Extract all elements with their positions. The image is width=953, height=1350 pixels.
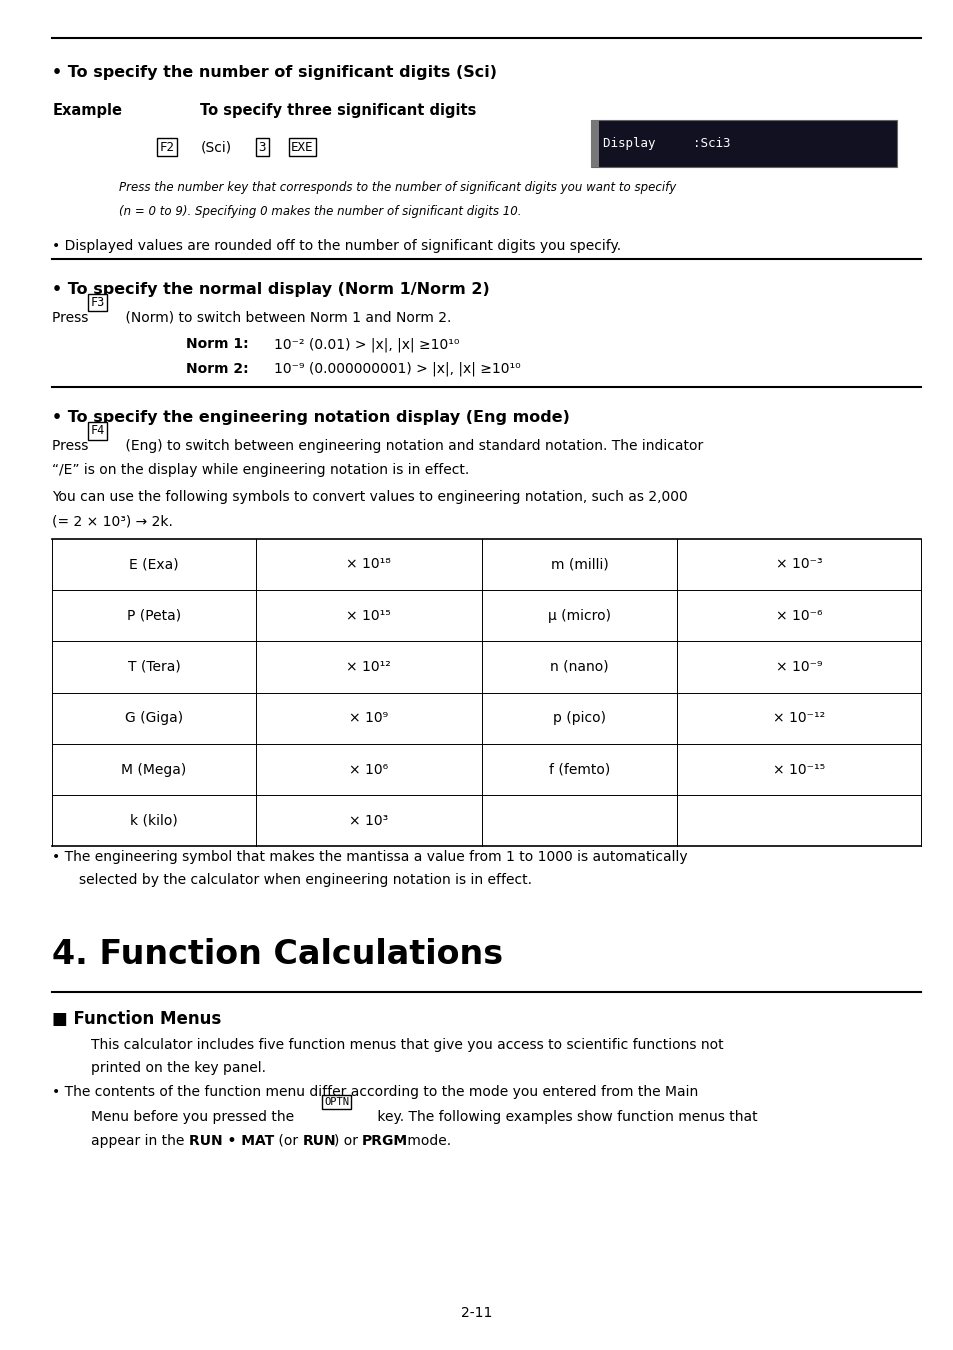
Text: RUN: RUN bbox=[302, 1134, 335, 1148]
Text: G (Giga): G (Giga) bbox=[125, 711, 183, 725]
Text: selected by the calculator when engineering notation is in effect.: selected by the calculator when engineer… bbox=[79, 873, 532, 887]
Text: ■ Function Menus: ■ Function Menus bbox=[52, 1010, 221, 1027]
Text: × 10⁹: × 10⁹ bbox=[349, 711, 388, 725]
Text: × 10¹⁵: × 10¹⁵ bbox=[346, 609, 391, 622]
Text: • To specify the engineering notation display (Eng mode): • To specify the engineering notation di… bbox=[52, 410, 570, 425]
Text: “/E” is on the display while engineering notation is in effect.: “/E” is on the display while engineering… bbox=[52, 463, 469, 477]
Text: • Displayed values are rounded off to the number of significant digits you speci: • Displayed values are rounded off to th… bbox=[52, 239, 621, 252]
Text: appear in the: appear in the bbox=[91, 1134, 188, 1148]
Text: n (nano): n (nano) bbox=[550, 660, 608, 674]
Text: • The engineering symbol that makes the mantissa a value from 1 to 1000 is autom: • The engineering symbol that makes the … bbox=[52, 850, 687, 864]
Text: f (femto): f (femto) bbox=[548, 763, 610, 776]
Text: × 10⁻³: × 10⁻³ bbox=[775, 558, 821, 571]
Text: × 10⁻¹⁵: × 10⁻¹⁵ bbox=[772, 763, 824, 776]
Text: 2-11: 2-11 bbox=[461, 1307, 492, 1320]
Text: T (Tera): T (Tera) bbox=[128, 660, 180, 674]
Text: (Norm) to switch between Norm 1 and Norm 2.: (Norm) to switch between Norm 1 and Norm… bbox=[121, 310, 451, 324]
Text: To specify three significant digits: To specify three significant digits bbox=[200, 103, 477, 117]
Text: mode.: mode. bbox=[402, 1134, 450, 1148]
Text: m (milli): m (milli) bbox=[550, 558, 608, 571]
Text: P (Peta): P (Peta) bbox=[127, 609, 181, 622]
Text: (Sci): (Sci) bbox=[200, 140, 232, 154]
Text: × 10¹²: × 10¹² bbox=[346, 660, 391, 674]
Text: This calculator includes five function menus that give you access to scientific : This calculator includes five function m… bbox=[91, 1038, 722, 1052]
Text: F4: F4 bbox=[91, 424, 104, 437]
Text: Norm 2:: Norm 2: bbox=[186, 362, 249, 375]
Text: Menu before you pressed the: Menu before you pressed the bbox=[91, 1110, 298, 1123]
Text: μ (micro): μ (micro) bbox=[547, 609, 611, 622]
Text: M (Mega): M (Mega) bbox=[121, 763, 187, 776]
Text: Press the number key that corresponds to the number of significant digits you wa: Press the number key that corresponds to… bbox=[119, 181, 676, 194]
Text: • The contents of the function menu differ according to the mode you entered fro: • The contents of the function menu diff… bbox=[52, 1085, 698, 1099]
Text: Norm 1:: Norm 1: bbox=[186, 338, 249, 351]
Text: ) or: ) or bbox=[334, 1134, 362, 1148]
Text: Example: Example bbox=[52, 103, 122, 117]
Text: (or: (or bbox=[274, 1134, 302, 1148]
Text: × 10⁻⁶: × 10⁻⁶ bbox=[775, 609, 821, 622]
Text: Press: Press bbox=[52, 439, 93, 452]
Text: printed on the key panel.: printed on the key panel. bbox=[91, 1061, 265, 1075]
Text: Press: Press bbox=[52, 310, 93, 324]
Text: OPTN: OPTN bbox=[324, 1096, 349, 1107]
Text: × 10⁶: × 10⁶ bbox=[349, 763, 388, 776]
Text: F2: F2 bbox=[159, 140, 174, 154]
Text: 10⁻⁹ (0.000000001) > |x|, |x| ≥10¹⁰: 10⁻⁹ (0.000000001) > |x|, |x| ≥10¹⁰ bbox=[274, 362, 520, 377]
Text: k (kilo): k (kilo) bbox=[130, 814, 178, 828]
Text: • To specify the normal display (Norm 1/Norm 2): • To specify the normal display (Norm 1/… bbox=[52, 282, 490, 297]
Text: F3: F3 bbox=[91, 296, 104, 309]
Text: p (pico): p (pico) bbox=[553, 711, 605, 725]
Text: E (Exa): E (Exa) bbox=[129, 558, 179, 571]
Text: (n = 0 to 9). Specifying 0 makes the number of significant digits 10.: (n = 0 to 9). Specifying 0 makes the num… bbox=[119, 205, 521, 219]
Text: × 10⁻⁹: × 10⁻⁹ bbox=[775, 660, 821, 674]
Text: Display     :Sci3: Display :Sci3 bbox=[602, 138, 730, 150]
Text: • To specify the number of significant digits (Sci): • To specify the number of significant d… bbox=[52, 65, 497, 80]
Text: You can use the following symbols to convert values to engineering notation, suc: You can use the following symbols to con… bbox=[52, 490, 687, 504]
Text: (Eng) to switch between engineering notation and standard notation. The indicato: (Eng) to switch between engineering nota… bbox=[121, 439, 702, 452]
Text: × 10⁻¹²: × 10⁻¹² bbox=[772, 711, 824, 725]
Text: × 10¹⁸: × 10¹⁸ bbox=[346, 558, 391, 571]
Text: × 10³: × 10³ bbox=[349, 814, 388, 828]
Text: RUN • MAT: RUN • MAT bbox=[189, 1134, 274, 1148]
Text: (= 2 × 10³) → 2k.: (= 2 × 10³) → 2k. bbox=[52, 514, 173, 528]
Text: EXE: EXE bbox=[291, 140, 314, 154]
Text: PRGM: PRGM bbox=[361, 1134, 407, 1148]
Text: 3: 3 bbox=[258, 140, 266, 154]
Text: 10⁻² (0.01) > |x|, |x| ≥10¹⁰: 10⁻² (0.01) > |x|, |x| ≥10¹⁰ bbox=[274, 338, 458, 352]
Bar bbox=[591, 120, 598, 167]
Text: key. The following examples show function menus that: key. The following examples show functio… bbox=[373, 1110, 757, 1123]
Text: 4. Function Calculations: 4. Function Calculations bbox=[52, 938, 503, 971]
Bar bbox=[591, 120, 896, 167]
